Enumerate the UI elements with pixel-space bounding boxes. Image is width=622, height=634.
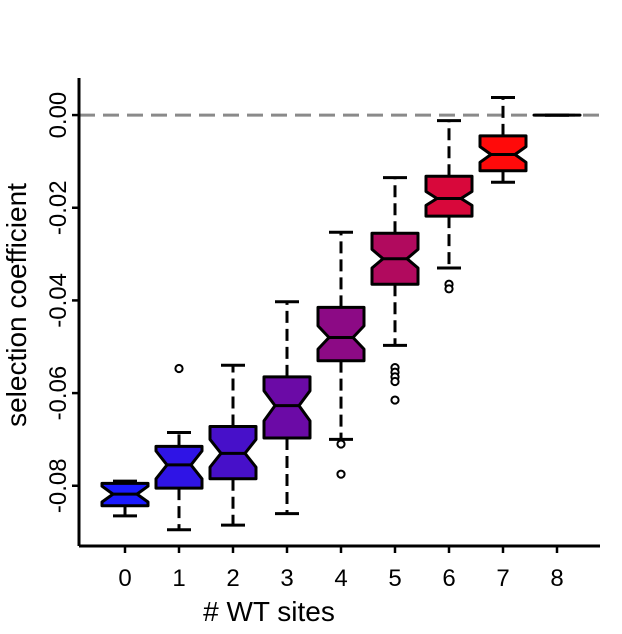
x-tick-label: 6 xyxy=(442,565,455,592)
outlier-point xyxy=(336,469,346,479)
x-tick-label: 1 xyxy=(172,565,185,592)
y-tick-label: -0.08 xyxy=(45,458,72,513)
outlier-point xyxy=(174,363,184,374)
outlier-point xyxy=(390,395,400,405)
box-6 xyxy=(424,119,474,294)
box-body xyxy=(424,174,474,218)
box-0 xyxy=(100,479,150,518)
x-axis-title: # WT sites xyxy=(203,596,335,627)
y-tick-label: -0.06 xyxy=(45,366,72,421)
x-tick-label: 2 xyxy=(226,565,239,592)
box-body xyxy=(262,375,312,440)
x-tick-label: 0 xyxy=(118,565,131,592)
box-2 xyxy=(208,363,258,527)
x-ticks-layer: 0 1 2 3 4 5 6 7 8 xyxy=(118,546,564,592)
x-tick-label: 4 xyxy=(334,565,347,592)
y-tick-label: 0.00 xyxy=(45,92,72,139)
box-3 xyxy=(262,300,312,516)
y-tick-label: -0.04 xyxy=(45,273,72,328)
x-tick-label: 8 xyxy=(550,565,563,592)
x-tick-label: 7 xyxy=(496,565,509,592)
y-tick-label: -0.02 xyxy=(45,180,72,235)
box-body xyxy=(316,305,366,363)
outlier-point xyxy=(336,439,346,449)
box-body xyxy=(154,444,204,490)
outlier-point xyxy=(390,376,400,387)
y-axis-title: selection coefficient xyxy=(1,183,32,427)
x-tick-label: 5 xyxy=(388,565,401,592)
box-1 xyxy=(154,363,204,532)
boxes-layer xyxy=(100,95,582,532)
axes-layer xyxy=(77,78,600,548)
x-tick-label: 3 xyxy=(280,565,293,592)
box-7 xyxy=(478,95,528,184)
box-5 xyxy=(370,176,420,405)
box-4 xyxy=(316,230,366,479)
outlier-point xyxy=(444,284,454,294)
y-ticks-layer: 0.00 -0.02 -0.04 -0.06 -0.08 xyxy=(45,92,79,513)
